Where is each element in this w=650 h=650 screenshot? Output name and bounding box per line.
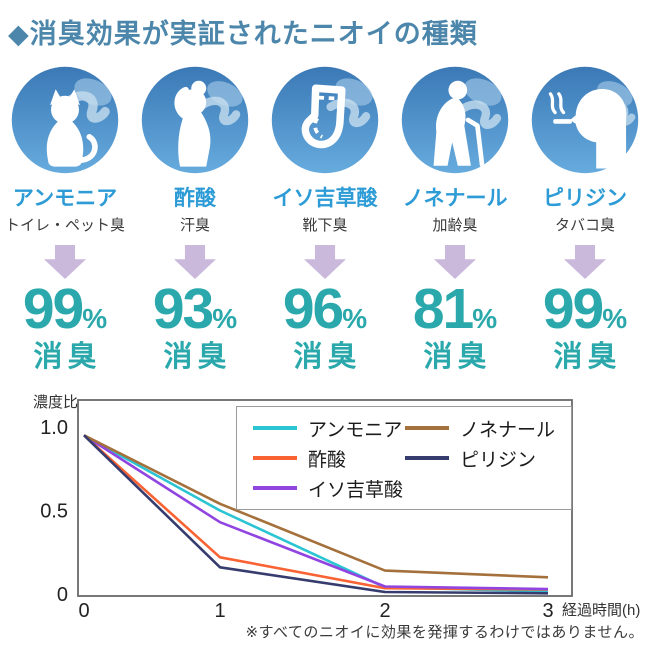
deodorize-label: 消臭 xyxy=(553,341,622,373)
down-arrow-icon xyxy=(174,245,216,279)
odor-column-pyridine: ピリジン タバコ臭 99% 消臭 xyxy=(520,64,650,372)
deodorize-label: 消臭 xyxy=(293,341,362,373)
legend-swatch xyxy=(253,486,297,490)
legend-label: ノネナール xyxy=(459,419,555,441)
down-arrow-icon xyxy=(434,245,476,279)
deodorize-label: 消臭 xyxy=(423,341,492,373)
plot-area-border xyxy=(77,399,573,597)
percent-value: 99 xyxy=(542,277,604,341)
x-tick-label: 1 xyxy=(214,600,225,621)
disclaimer-note: ※すべてのニオイに効果を発揮するわけではありません。 xyxy=(245,624,644,641)
y-tick-label: 0.5 xyxy=(40,501,68,523)
legend-swatch xyxy=(253,426,297,430)
deodorize-percent: 99% xyxy=(543,281,627,338)
x-axis-title: 経過時間(h) xyxy=(562,602,640,619)
odor-source-label: 加齢臭 xyxy=(432,217,478,234)
down-arrow-icon xyxy=(304,245,346,279)
odor-source-label: トイレ・ペット臭 xyxy=(4,217,125,234)
odor-source-label: 汗臭 xyxy=(179,217,210,234)
legend-label: ピリジン xyxy=(459,449,536,471)
deodorize-percent: 96% xyxy=(283,281,367,338)
down-arrow-icon xyxy=(564,245,606,279)
deodorize-percent: 93% xyxy=(153,281,237,338)
legend-swatch xyxy=(253,456,297,460)
y-axis-title: 濃度比 xyxy=(33,394,78,411)
odor-name: 酢酸 xyxy=(174,187,216,210)
woman-sweat-icon xyxy=(139,64,251,176)
x-tick-label: 2 xyxy=(379,600,390,621)
percent-value: 96 xyxy=(282,277,344,341)
series-line xyxy=(83,434,549,591)
odor-column-ammonia: アンモニア トイレ・ペット臭 99% 消臭 xyxy=(0,64,130,372)
legend-item: アンモニア xyxy=(253,415,405,442)
odor-column-isovaleric-acid: イソ吉草酸 靴下臭 96% 消臭 xyxy=(260,64,390,372)
legend-label: アンモニア xyxy=(308,419,403,441)
elderly-person-icon xyxy=(399,64,511,176)
percent-unit: % xyxy=(212,303,238,334)
legend-item: ピリジン xyxy=(404,445,555,472)
legend-label: イソ吉草酸 xyxy=(308,479,404,501)
odor-column-acetic-acid: 酢酸 汗臭 93% 消臭 xyxy=(130,64,260,372)
legend-item: ノネナール xyxy=(404,415,555,442)
odor-name: アンモニア xyxy=(12,187,118,210)
deodorize-percent: 99% xyxy=(23,281,107,338)
down-arrow-icon xyxy=(44,245,86,279)
concentration-chart: 濃度比 経過時間(h) 0 1 2 3 1.0 0.5 0 アンモニア酢酸イソ吉草酸 ノネナー… xyxy=(0,386,650,621)
x-tick-label: 3 xyxy=(542,600,553,621)
odor-source-label: 靴下臭 xyxy=(302,217,348,234)
legend-item: イソ吉草酸 xyxy=(253,475,405,502)
odor-name: ノネナール xyxy=(402,187,508,210)
odor-name: ピリジン xyxy=(543,187,627,210)
deodorize-label: 消臭 xyxy=(163,341,232,373)
series-line xyxy=(83,434,549,595)
page-title: ◆消臭効果が実証されたニオイの種類 xyxy=(8,19,478,49)
chart-legend: アンモニア酢酸イソ吉草酸 ノネナールピリジン xyxy=(236,406,572,510)
legend-item: 酢酸 xyxy=(253,445,405,472)
legend-swatch xyxy=(404,426,449,430)
cat-icon xyxy=(9,64,121,176)
odor-source-label: タバコ臭 xyxy=(554,217,615,234)
odor-column-nonenal: ノネナール 加齢臭 81% 消臭 xyxy=(390,64,520,372)
odor-columns: アンモニア トイレ・ペット臭 99% 消臭 xyxy=(0,64,650,372)
y-tick-label: 1.0 xyxy=(40,417,68,439)
legend-swatch xyxy=(404,456,449,460)
smoking-face-icon xyxy=(529,64,641,176)
percent-unit: % xyxy=(602,303,628,334)
percent-value: 93 xyxy=(152,277,214,341)
deodorize-label: 消臭 xyxy=(33,341,102,373)
percent-unit: % xyxy=(82,303,108,334)
y-tick-label: 0 xyxy=(57,584,68,606)
percent-unit: % xyxy=(342,303,368,334)
odor-name: イソ吉草酸 xyxy=(272,187,378,210)
series-line xyxy=(83,434,549,579)
percent-value: 99 xyxy=(22,277,84,341)
deodorize-percent: 81% xyxy=(413,281,497,338)
percent-value: 81 xyxy=(412,277,474,341)
x-tick-label: 0 xyxy=(78,600,89,621)
sock-icon xyxy=(269,64,381,176)
legend-label: 酢酸 xyxy=(308,449,347,471)
percent-unit: % xyxy=(472,303,498,334)
line-chart-svg: 濃度比 経過時間(h) 0 1 2 3 1.0 0.5 0 xyxy=(33,394,640,621)
